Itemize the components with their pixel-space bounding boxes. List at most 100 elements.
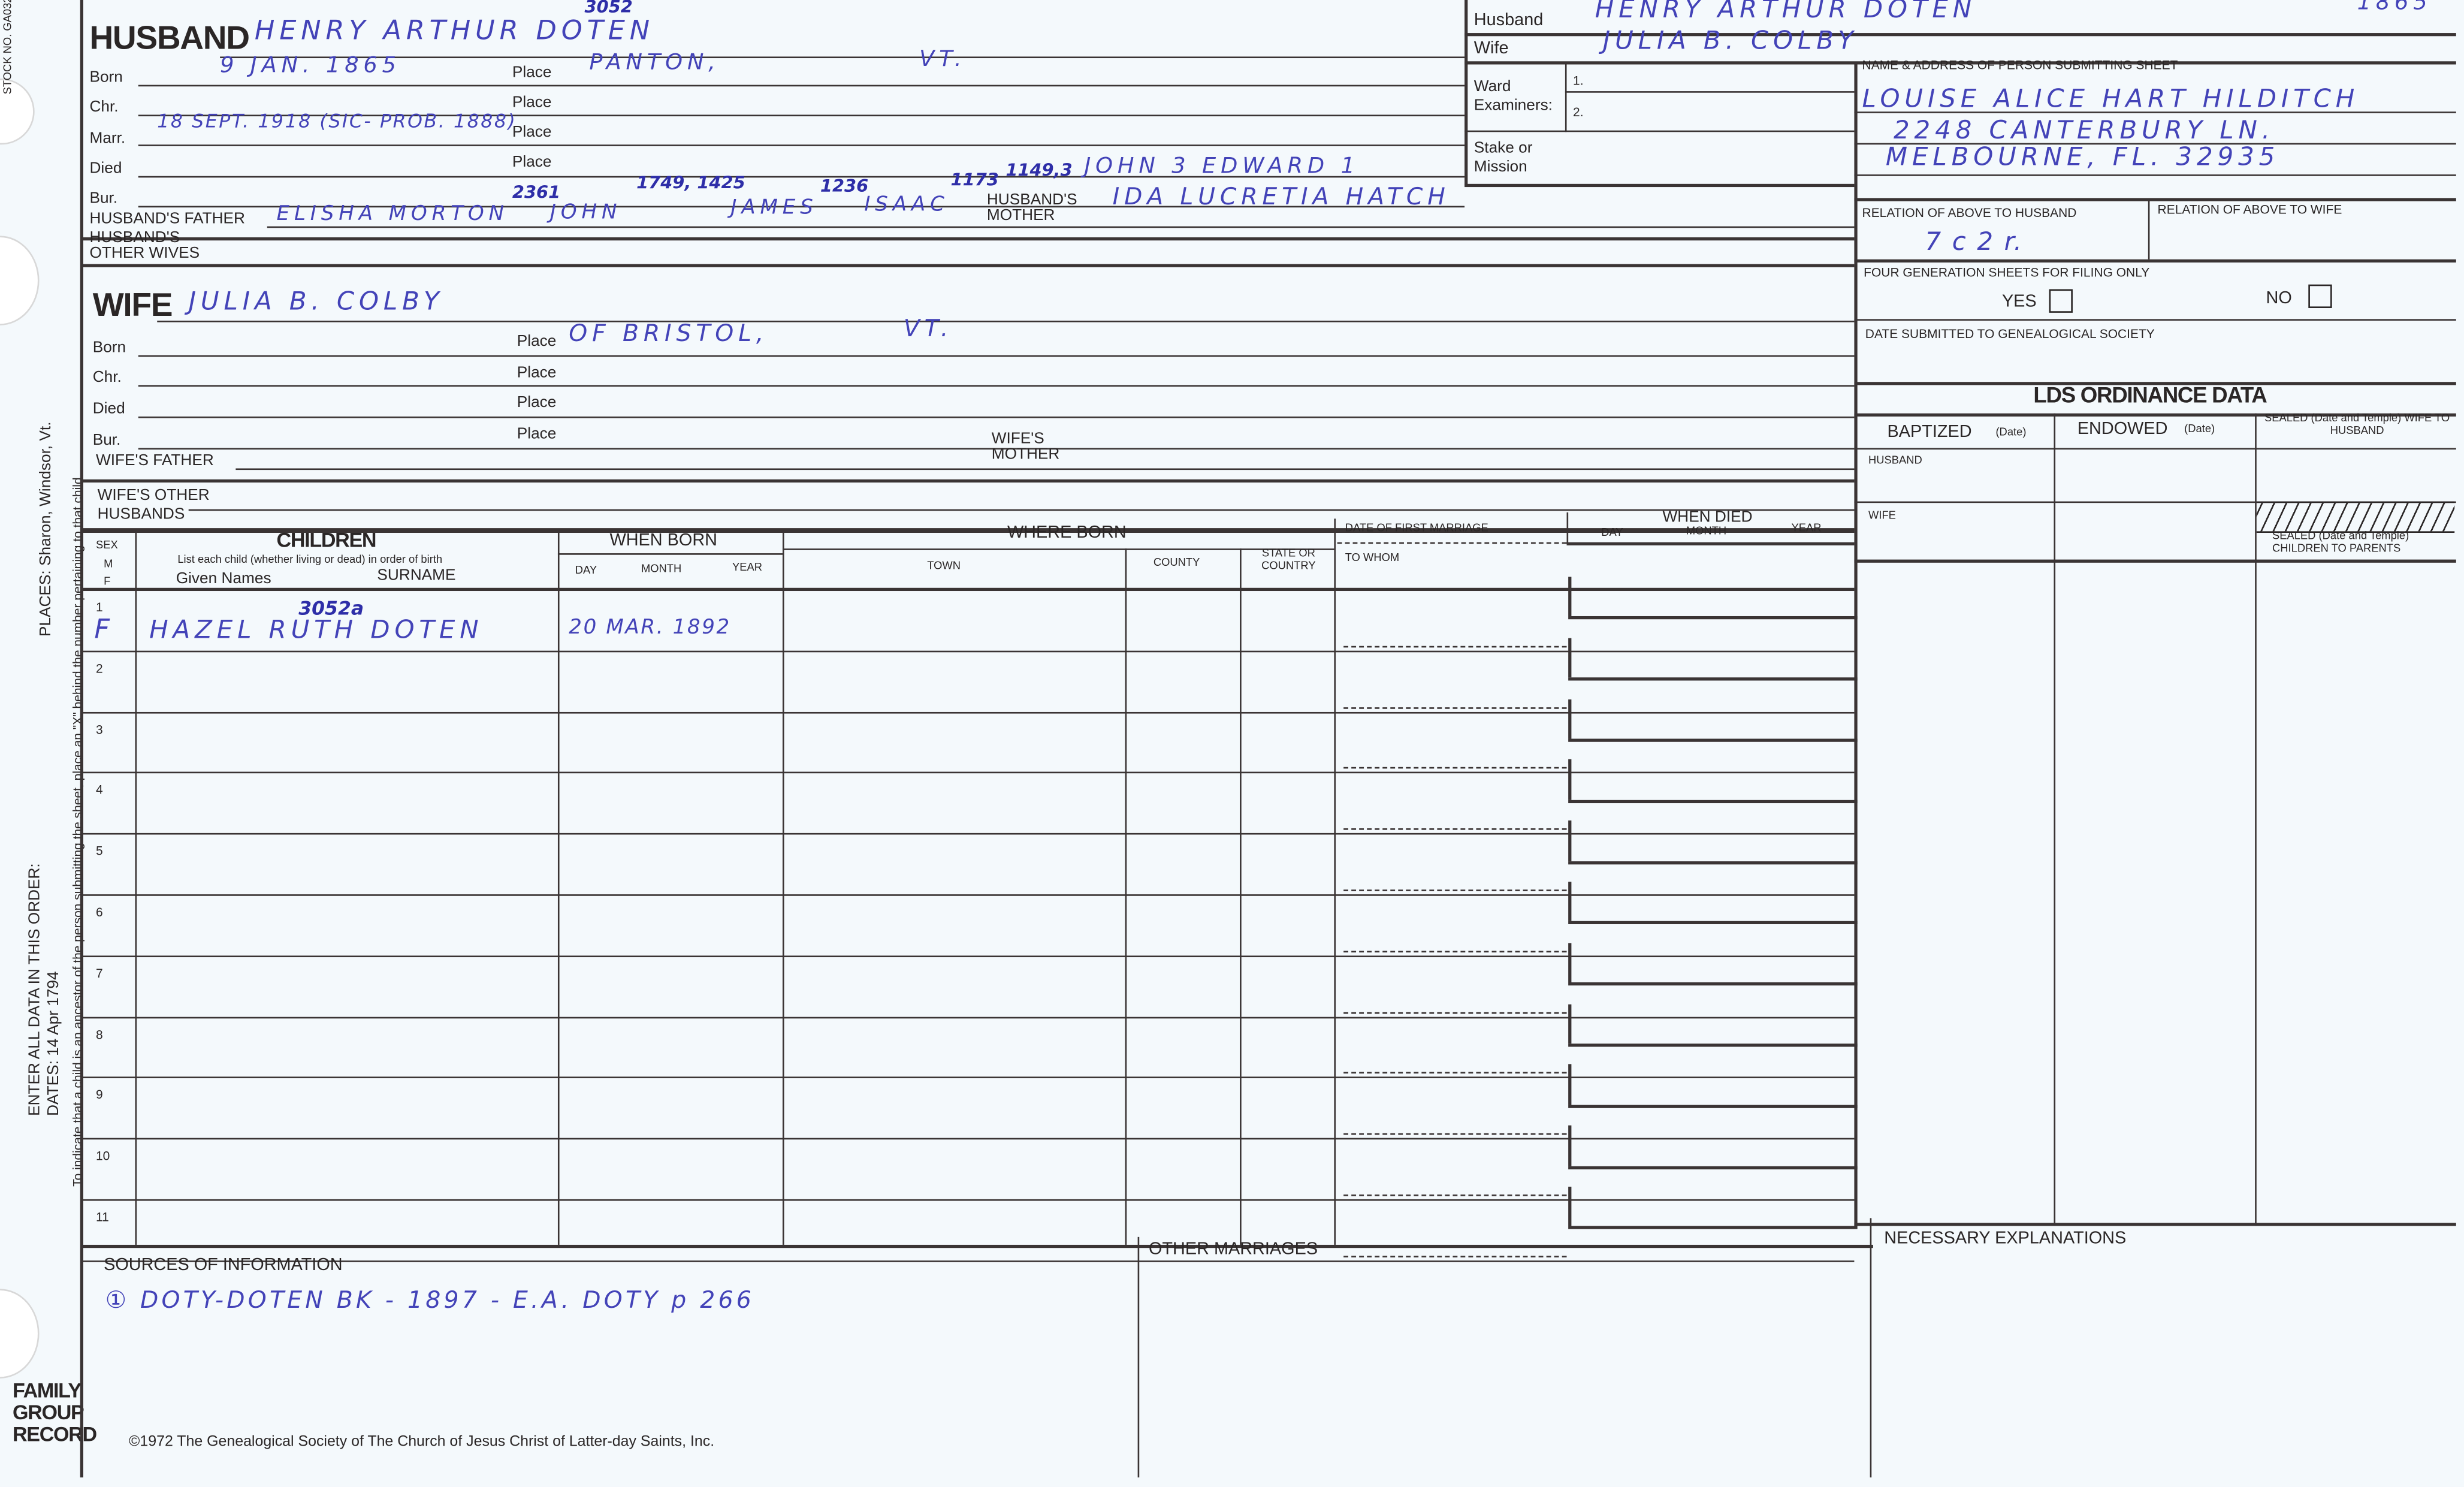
day-header: DAY: [1601, 528, 1623, 539]
wife-name[interactable]: JULIA B. COLBY: [188, 286, 444, 316]
divider: [135, 529, 137, 1245]
divider: [1870, 1218, 1872, 1478]
rule: [81, 264, 1855, 267]
husband-name[interactable]: HENRY ARTHUR DOTEN: [254, 16, 655, 47]
marriage-dashed-rule: [1343, 828, 1567, 831]
wife-born-state[interactable]: VT.: [903, 314, 953, 343]
rule: [1854, 174, 2456, 176]
divider: [1137, 1236, 1140, 1478]
rule: [81, 587, 1855, 592]
first-marriage-header: DATE OF FIRST MARRIAGE: [1345, 523, 1488, 535]
died-rule: [1568, 921, 1858, 925]
died-divider: [1568, 942, 1572, 983]
divider: [1240, 548, 1242, 1245]
rule: [138, 416, 1855, 418]
submitter-label: NAME & ADDRESS OF PERSON SUBMITTING SHEE…: [1862, 58, 2178, 73]
relation-to-husband-label: RELATION OF ABOVE TO HUSBAND: [1862, 206, 2077, 221]
summary-wife-name[interactable]: JULIA B. COLBY: [1602, 25, 1858, 55]
sex-header: SEX: [95, 541, 118, 552]
summary-husband-label: Husband: [1473, 11, 1544, 30]
year-header: YEAR: [1791, 523, 1822, 535]
wife-born-place[interactable]: OF BRISTOL,: [569, 319, 769, 348]
date-submitted-label[interactable]: DATE SUBMITTED TO GENEALOGICAL SOCIETY: [1865, 327, 2155, 342]
place-label: Place: [512, 64, 552, 82]
child-sex[interactable]: F: [94, 614, 114, 646]
husbands-father[interactable]: ELISHA MORTON: [276, 203, 509, 227]
husband-born-date[interactable]: 9 JAN. 1865: [220, 53, 401, 79]
rule: [138, 385, 1855, 387]
rule: [138, 448, 1855, 450]
date-note: (Date): [1995, 427, 2027, 439]
marriage-dashed-rule: [1343, 1255, 1567, 1257]
day-header: DAY: [575, 566, 597, 577]
rule: [267, 226, 1855, 228]
child-row[interactable]: [81, 650, 1854, 711]
rule: [1854, 198, 2456, 201]
husband-born-state[interactable]: VT.: [919, 47, 967, 73]
submitter-line[interactable]: LOUISE ALICE HART HILDITCH: [1862, 83, 2360, 113]
row-rule: [81, 1138, 1855, 1140]
hatched-area: [2256, 501, 2455, 533]
summary-husband-year: 1865: [2357, 0, 2432, 16]
rule: [1854, 501, 2456, 503]
husband-marriage-date[interactable]: 18 SEPT. 1918 (SIC- PROB. 1888): [157, 110, 517, 132]
row-rule: [81, 1199, 1855, 1201]
died-rule: [1568, 800, 1858, 803]
yes-label: YES: [2001, 292, 2037, 312]
died-rule: [1568, 861, 1858, 864]
place-label: Place: [512, 124, 552, 142]
died-rule: [1568, 1105, 1858, 1108]
lineage-name: JOHN: [549, 201, 622, 225]
month-header: MONTH: [641, 564, 682, 575]
child-name[interactable]: HAZEL RUTH DOTEN: [149, 614, 484, 645]
divider: [1334, 518, 1336, 1245]
sources-text[interactable]: ① DOTY-DOTEN BK - 1897 - E.A. DOTY p 266: [105, 1286, 755, 1314]
child-row[interactable]: [81, 955, 1854, 1017]
stock-number: STOCK NO. GA032: [3, 0, 14, 95]
rule: [1854, 448, 2456, 450]
county-header: COUNTY: [1153, 557, 1200, 569]
sealed-children-header: SEALED (Date and Temple) CHILDREN TO PAR…: [2272, 531, 2409, 555]
date-note: (Date): [2184, 424, 2215, 436]
other-marriages-label[interactable]: OTHER MARRIAGES: [1148, 1240, 1318, 1259]
no-checkbox[interactable]: [2308, 284, 2332, 308]
rule: [1854, 382, 2456, 385]
stake-or-mission-field[interactable]: Stake or Mission: [1473, 140, 1533, 176]
bur-label: Bur.: [89, 190, 118, 208]
died-rule: [1568, 1226, 1858, 1230]
month-header: MONTH: [1686, 526, 1727, 538]
yes-checkbox[interactable]: [2049, 289, 2073, 313]
child-birth-date[interactable]: 20 MAR. 1892: [569, 616, 731, 640]
rule: [782, 548, 1334, 550]
husband-born-place[interactable]: PANTON,: [589, 50, 720, 76]
died-rule: [1568, 738, 1858, 742]
marriage-dashed-rule: [1343, 1011, 1567, 1014]
died-label: Died: [89, 160, 122, 178]
child-row[interactable]: [81, 1199, 1854, 1260]
row-rule: [81, 1260, 1855, 1262]
divider: [1565, 62, 1567, 132]
four-generation-label: FOUR GENERATION SHEETS FOR FILING ONLY: [1864, 266, 2150, 280]
relation-to-husband[interactable]: 7 c 2 r.: [1925, 226, 2024, 257]
submitter-line[interactable]: 2248 CANTERBURY LN.: [1893, 114, 2275, 145]
child-row[interactable]: [81, 894, 1854, 955]
row-rule: [81, 772, 1855, 774]
chr-label: Chr.: [92, 369, 122, 387]
examiner-2-field[interactable]: 2.: [1573, 105, 1584, 120]
marr-label: Marr.: [89, 130, 126, 148]
died-rule: [1568, 617, 1858, 620]
sealed-wife-header: SEALED (Date and Temple) WIFE TO HUSBAND: [2264, 413, 2450, 438]
summary-husband-name[interactable]: HENRY ARTHUR DOTEN: [1595, 0, 1977, 24]
submitter-line[interactable]: MELBOURNE, FL. 32935: [1885, 141, 2280, 171]
when-died-header: WHEN DIED: [1662, 509, 1753, 527]
no-label: NO: [2266, 289, 2292, 308]
wife-heading: WIFE: [92, 287, 173, 324]
rule: [1464, 183, 1855, 188]
form-title-line: GROUP: [12, 1400, 84, 1424]
necessary-explanations-label[interactable]: NECESSARY EXPLANATIONS: [1884, 1229, 2127, 1248]
husbands-mother[interactable]: IDA LUCRETIA HATCH: [1112, 182, 1450, 211]
row-rule: [81, 711, 1855, 713]
examiner-1-field[interactable]: 1.: [1573, 74, 1584, 88]
marriage-dashed-rule: [1343, 951, 1567, 952]
husbands-father-label: HUSBAND'S FATHER: [89, 210, 246, 228]
